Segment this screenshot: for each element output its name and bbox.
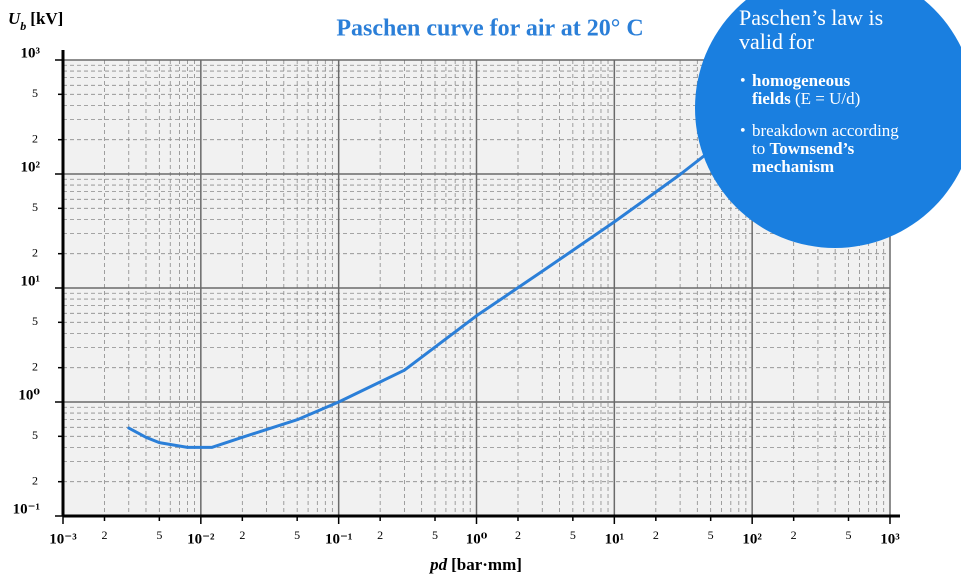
y-tick-label: 10¹ (21, 273, 41, 289)
annotation-text: fields (752, 89, 791, 108)
annotation-text: breakdown according (752, 121, 899, 140)
annotation-text: mechanism (752, 157, 834, 176)
y-label-subscript: b (20, 19, 26, 33)
x-tick-label: 2 (101, 528, 107, 542)
y-label-symbol: U (8, 9, 21, 28)
y-tick-label: 10⁻¹ (13, 501, 40, 517)
annotation-text: (E = U/d) (791, 89, 861, 108)
annotation-line: to Townsend’s (752, 139, 855, 158)
annotation-line: fields (E = U/d) (752, 89, 860, 108)
y-tick-label: 2 (32, 359, 38, 373)
y-tick-label: 5 (32, 428, 38, 442)
x-tick-label: 5 (156, 528, 162, 542)
x-tick-label: 5 (708, 528, 714, 542)
y-tick-label: 10² (21, 159, 41, 175)
x-tick-label: 10⁰ (466, 531, 488, 547)
y-label-unit: [kV] (30, 9, 63, 28)
x-tick-label: 2 (791, 528, 797, 542)
annotation-heading: valid for (739, 29, 815, 54)
x-tick-label: 10⁻¹ (325, 531, 352, 547)
annotation-text: to (752, 139, 769, 158)
x-tick-label: 2 (239, 528, 245, 542)
annotation-line: homogeneous (752, 71, 851, 90)
x-tick-label: 5 (846, 528, 852, 542)
annotation-text: Townsend’s (769, 139, 854, 158)
bullet: • (740, 73, 746, 90)
x-axis-label: pd [bar·mm] (428, 555, 522, 574)
x-tick-label: 10⁻² (187, 531, 215, 547)
y-tick-label: 2 (32, 473, 38, 487)
y-tick-label: 5 (32, 314, 38, 328)
y-axis-label: Ub [kV] (8, 9, 63, 33)
annotation-text: homogeneous (752, 71, 851, 90)
y-tick-label: 10⁰ (18, 387, 40, 403)
chart-title: Paschen curve for air at 20° C (336, 16, 643, 42)
x-tick-label: 10² (742, 531, 762, 547)
bullet: • (740, 123, 746, 140)
x-tick-label: 2 (653, 528, 659, 542)
y-tick-label: 5 (32, 200, 38, 214)
x-tick-label: 10³ (880, 531, 900, 547)
curve (127, 149, 713, 449)
y-tick-label: 2 (32, 245, 38, 259)
x-label-symbol: pd (428, 555, 448, 574)
x-tick-label: 2 (377, 528, 383, 542)
annotation-heading: Paschen’s law is (739, 5, 883, 30)
annotation-line: mechanism (752, 157, 834, 176)
x-tick-label: 5 (570, 528, 576, 542)
y-tick-label: 2 (32, 131, 38, 145)
x-tick-label: 10¹ (605, 531, 625, 547)
x-tick-label: 10⁻³ (49, 531, 77, 547)
x-tick-label: 5 (294, 528, 300, 542)
x-tick-label: 5 (432, 528, 438, 542)
y-tick-label: 5 (32, 86, 38, 100)
y-tick-label: 10³ (21, 45, 41, 61)
annotation-circle (695, 0, 961, 248)
x-tick-label: 2 (515, 528, 521, 542)
annotation-line: breakdown according (752, 121, 899, 140)
x-label-unit: [bar·mm] (451, 555, 522, 574)
